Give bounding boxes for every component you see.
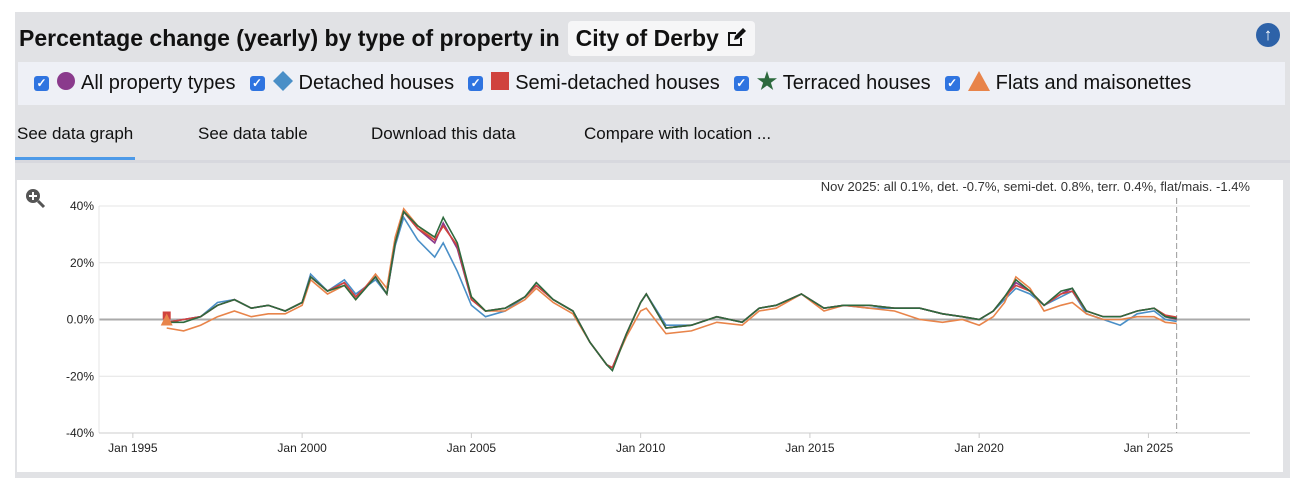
legend-checkbox[interactable]: ✓ [944, 76, 960, 91]
legend-label: All property types [81, 72, 236, 94]
y-tick-label: -20% [66, 369, 94, 383]
title-row: Percentage change (yearly) by type of pr… [19, 20, 755, 56]
diamond-marker-icon [272, 70, 293, 97]
x-tick-label: Jan 2020 [954, 441, 1004, 455]
y-tick-label: 0.0% [67, 313, 95, 327]
y-tick-label: 20% [70, 256, 94, 270]
tab-compare-location[interactable]: Compare with location ... [584, 124, 772, 143]
legend-item-flats-and-maisonettes[interactable]: ✓ Flats and maisonettes [944, 70, 1192, 97]
triangle-marker-icon [967, 70, 990, 97]
x-tick-label: Jan 1995 [108, 441, 158, 455]
legend-label: Terraced houses [782, 72, 931, 94]
legend-checkbox[interactable]: ✓ [34, 76, 49, 91]
legend-item-all-property-types[interactable]: ✓ All property types [34, 71, 236, 96]
series-line-detached-houses [166, 215, 1177, 369]
legend-label: Detached houses [298, 72, 455, 94]
series-start-marker-triangle [160, 313, 173, 326]
x-tick-label: Jan 2010 [616, 441, 666, 455]
legend-label: Flats and maisonettes [995, 72, 1192, 94]
series-line-flats-and-maisonettes [166, 207, 1177, 369]
arrow-up-circle-icon[interactable]: ↑ [1256, 23, 1280, 47]
legend-checkbox[interactable]: ✓ [249, 76, 265, 91]
tab-bar: See data graph See data table Download t… [14, 112, 1290, 163]
tab-see-data-graph[interactable]: See data graph [14, 124, 136, 160]
series-line-terraced-houses [166, 210, 1177, 373]
legend: ✓ All property types ✓ Detached houses ✓ Semi… [18, 62, 1285, 105]
line-chart: Nov 2025: all 0.1%, det. -0.7%, semi-det… [26, 179, 1251, 455]
legend-checkbox[interactable]: ✓ [733, 76, 749, 91]
legend-item-terraced-houses[interactable]: ✓ Terraced houses [733, 70, 931, 97]
circle-marker-icon [57, 71, 75, 96]
y-tick-label: -40% [66, 426, 94, 440]
y-tick-label: 40% [70, 199, 94, 213]
legend-item-semi-detached-houses[interactable]: ✓ Semi-detached houses [468, 71, 720, 96]
legend-label: Semi-detached houses [515, 72, 720, 94]
square-marker-icon [491, 71, 510, 96]
chart-title: Percentage change (yearly) by type of pr… [19, 24, 560, 51]
legend-checkbox[interactable]: ✓ [468, 76, 484, 91]
star-marker-icon [756, 70, 777, 97]
location-name: City of Derby [575, 24, 719, 51]
x-tick-label: Jan 2000 [277, 441, 327, 455]
chart-area: Nov 2025: all 0.1%, det. -0.7%, semi-det… [17, 179, 1283, 472]
x-tick-label: Jan 2025 [1124, 441, 1174, 455]
tab-see-data-table[interactable]: See data table [198, 124, 308, 143]
zoom-icon[interactable] [26, 189, 46, 209]
legend-item-detached-houses[interactable]: ✓ Detached houses [249, 70, 455, 97]
location-selector[interactable]: City of Derby [567, 20, 755, 56]
x-tick-label: Jan 2015 [785, 441, 835, 455]
edit-icon [727, 28, 746, 46]
x-tick-label: Jan 2005 [447, 441, 497, 455]
tab-download-data[interactable]: Download this data [371, 124, 516, 143]
chart-annotation: Nov 2025: all 0.1%, det. -0.7%, semi-det… [821, 180, 1251, 194]
series-line-semi-detached-houses [166, 210, 1177, 369]
